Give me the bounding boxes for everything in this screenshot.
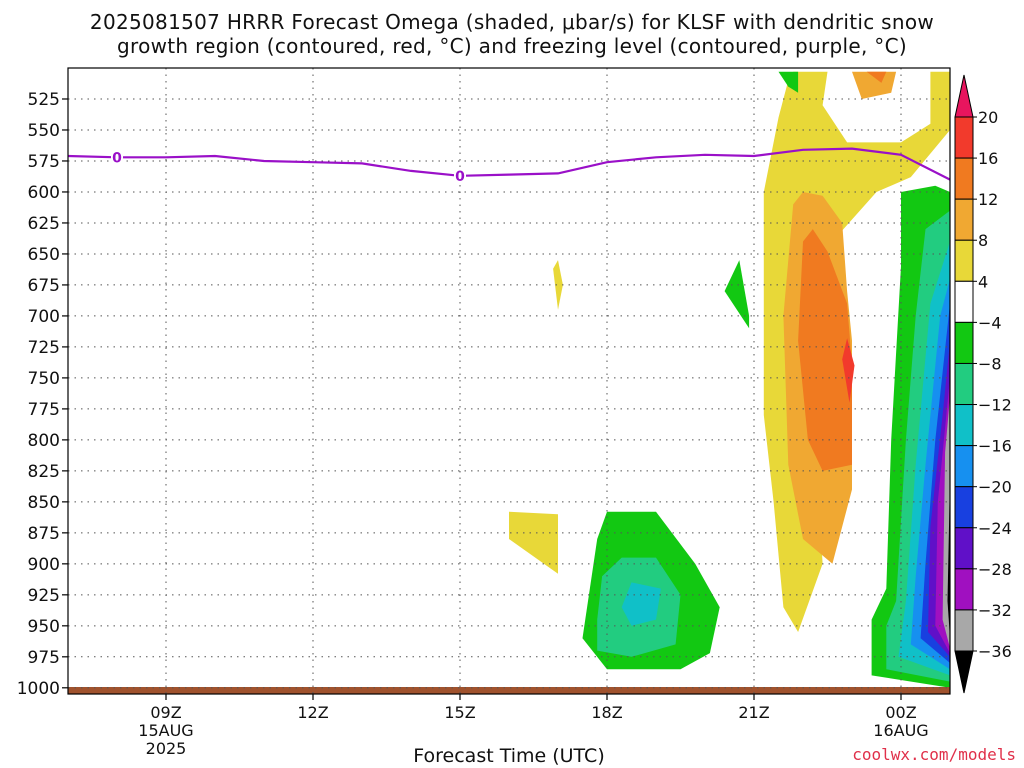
- colorbar-swatch-13: [954, 609, 974, 652]
- chart-title-line1: 2025081507 HRRR Forecast Omega (shaded, …: [89, 10, 935, 34]
- x-tick-date-9: 15AUG: [138, 721, 193, 740]
- freezing-level-label-0: 0: [112, 150, 122, 166]
- y-axis: 525 550 575 600 625 650 675 700 725 750 775 800 825 8…: [17, 90, 68, 699]
- y-tick-label-575: 575: [28, 152, 60, 172]
- colorbar-swatch-3: [954, 198, 974, 241]
- y-tick-label-750: 750: [28, 369, 60, 389]
- omega-region-5: [866, 71, 887, 83]
- y-tick-label-850: 850: [28, 493, 60, 513]
- colorbar-swatch-7: [954, 362, 974, 406]
- omega-region-10: [621, 582, 661, 626]
- colorbar-swatch-9: [954, 445, 974, 488]
- colorbar-label-4: 4: [978, 272, 988, 291]
- y-tick-label-675: 675: [28, 276, 60, 296]
- y-tick-label-650: 650: [28, 245, 60, 265]
- y-tick-label-825: 825: [28, 462, 60, 482]
- colorbar-label-6: −8: [978, 354, 1002, 373]
- colorbar-swatch-5: [954, 280, 974, 323]
- plot-frame: [67, 67, 951, 695]
- y-tick-label-900: 900: [28, 555, 60, 575]
- colorbar-label-11: −28: [978, 560, 1012, 579]
- omega-region-4: [852, 71, 897, 99]
- colorbar: 20 16 12 8 4 −4 −8 −12 −16 −20 −24 −28 −32 −36: [954, 74, 1012, 694]
- y-tick-label-775: 775: [28, 400, 60, 420]
- omega-region-3: [842, 338, 855, 403]
- colorbar-swatch-10: [954, 486, 974, 529]
- omega-region-7: [553, 260, 563, 310]
- y-tick-label-550: 550: [28, 121, 60, 141]
- colorbar-swatch-1: [954, 116, 974, 159]
- colorbar-label-1: 16: [978, 149, 998, 168]
- y-tick-label-525: 525: [28, 90, 60, 110]
- y-tick-label-1000: 1000: [17, 679, 60, 699]
- colorbar-swatch-12: [954, 568, 974, 611]
- colorbar-swatch-8: [954, 404, 974, 447]
- freezing-label-bg-1: [454, 167, 466, 184]
- y-tick-label-875: 875: [28, 524, 60, 544]
- x-tick-date-24: 16AUG: [873, 721, 928, 740]
- x-tick-label-9: 09Z: [150, 703, 181, 722]
- chart-title-line2: growth region (contoured, red, °C) and f…: [117, 34, 907, 58]
- colorbar-label-13: −36: [978, 642, 1012, 661]
- colorbar-label-8: −16: [978, 437, 1012, 456]
- y-tick-label-700: 700: [28, 307, 60, 327]
- y-tick-label-950: 950: [28, 617, 60, 637]
- x-tick-label-18: 18Z: [591, 703, 622, 722]
- colorbar-label-2: 12: [978, 190, 998, 209]
- x-tick-label-15: 15Z: [444, 703, 475, 722]
- colorbar-label-0: 20: [978, 108, 998, 127]
- x-tick-year-9: 2025: [146, 739, 187, 758]
- y-tick-label-975: 975: [28, 648, 60, 668]
- colorbar-bottom-triangle: [954, 650, 974, 694]
- colorbar-label-9: −20: [978, 478, 1012, 497]
- omega-region-12: [778, 71, 799, 93]
- colorbar-label-7: −12: [978, 396, 1012, 415]
- colorbar-swatch-4: [954, 239, 974, 282]
- y-tick-label-925: 925: [28, 586, 60, 606]
- credit-text: coolwx.com/models: [852, 745, 1016, 764]
- colorbar-label-5: −4: [978, 313, 1002, 332]
- x-tick-label-24: 00Z: [885, 703, 916, 722]
- omega-region-6: [509, 511, 558, 574]
- colorbar-swatch-2: [954, 157, 974, 200]
- terrain-fill: [68, 687, 950, 694]
- x-tick-label-21: 21Z: [738, 703, 769, 722]
- freezing-level-line: [67, 147, 951, 181]
- x-axis-label: Forecast Time (UTC): [413, 745, 605, 767]
- colorbar-label-10: −24: [978, 519, 1012, 538]
- colorbar-top-triangle: [954, 74, 974, 118]
- omega-region-2: [798, 229, 852, 471]
- y-tick-label-625: 625: [28, 214, 60, 234]
- omega-region-21: [947, 477, 950, 639]
- omega-shading: [509, 71, 950, 688]
- colorbar-swatch-6: [954, 321, 974, 364]
- omega-region-11: [724, 260, 750, 329]
- freezing-label-bg-0: [111, 149, 123, 166]
- colorbar-label-12: −32: [978, 601, 1012, 620]
- terrain-band: [68, 687, 950, 694]
- colorbar-swatch-11: [954, 527, 974, 570]
- y-tick-label-600: 600: [28, 183, 60, 203]
- x-tick-label-12: 12Z: [297, 703, 328, 722]
- y-tick-label-725: 725: [28, 338, 60, 358]
- colorbar-label-3: 8: [978, 231, 988, 250]
- freezing-level-contour: 00: [67, 147, 951, 185]
- y-tick-label-800: 800: [28, 431, 60, 451]
- freezing-level-label-1: 0: [455, 169, 465, 185]
